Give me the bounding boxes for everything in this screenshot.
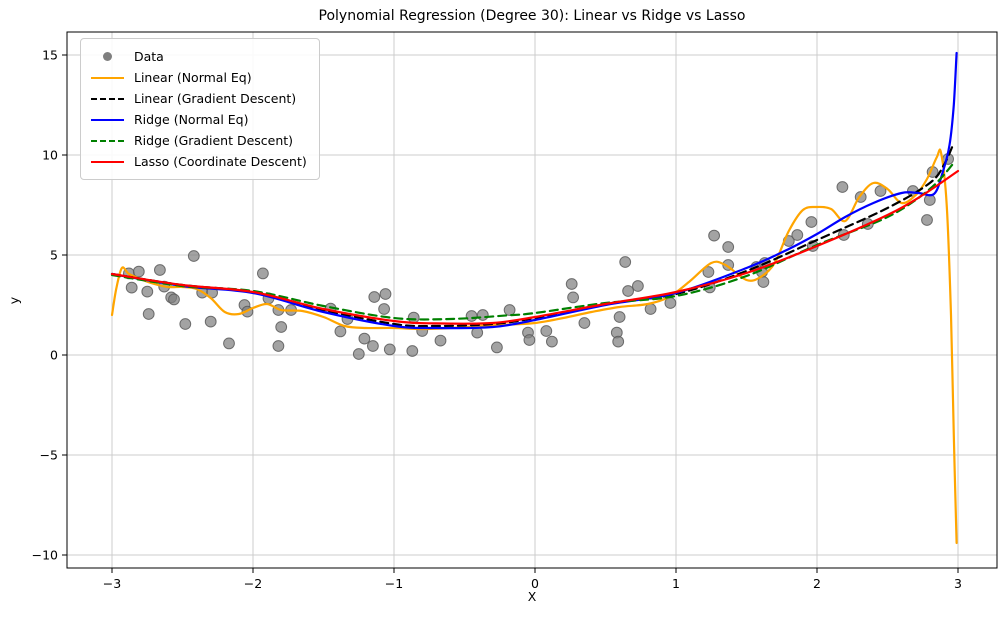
scatter-point (257, 267, 269, 280)
scatter-point (476, 309, 489, 321)
scatter-point (619, 256, 632, 268)
scatter-point (923, 194, 936, 206)
scatter-point (523, 334, 536, 346)
x-tick-label: −3 (103, 576, 121, 591)
scatter-point (702, 266, 715, 278)
scatter-point (379, 288, 392, 300)
y-tick-label: 5 (50, 248, 58, 263)
scatter-point (352, 348, 365, 360)
scatter-point (368, 291, 381, 303)
scatter-point (407, 311, 420, 324)
scatter-point (491, 341, 503, 354)
curve-ridge-gradient-descent (110, 161, 955, 321)
x-tick-label: 1 (672, 576, 680, 591)
legend-label: Ridge (Gradient Descent) (134, 133, 294, 148)
y-tick-label: −5 (40, 448, 58, 463)
scatter-point (154, 264, 166, 276)
line-sample-icon (91, 76, 124, 79)
line-sample-icon (91, 97, 124, 100)
scatter-point (142, 308, 155, 320)
y-tick-label: 0 (50, 348, 58, 363)
scatter-point (378, 303, 391, 315)
scatter-point (358, 332, 371, 345)
scatter-point (565, 278, 578, 290)
line-sample-icon (91, 118, 124, 121)
scatter-point (179, 318, 192, 330)
scatter-point (168, 293, 180, 306)
x-tick-label: 2 (813, 576, 821, 591)
scatter-point (223, 337, 235, 350)
x-axis-label: X (527, 589, 537, 604)
scatter-point (622, 285, 634, 297)
legend-label: Ridge (Normal Eq) (134, 112, 249, 127)
scatter-point (791, 229, 804, 241)
legend-label: Data (134, 49, 164, 64)
curve-ridge-normal-eq (110, 51, 958, 330)
scatter-point (406, 345, 419, 357)
x-tick-label: −2 (244, 576, 262, 591)
scatter-point (836, 181, 849, 193)
legend-label: Lasso (Coordinate Descent) (134, 154, 307, 169)
scatter-point (125, 281, 138, 294)
scatter-point (921, 214, 933, 226)
legend-entry-data: Data (91, 46, 307, 67)
legend-entry-linear-normal-eq: Linear (Normal Eq) (91, 67, 307, 88)
scatter-point (503, 304, 516, 316)
scatter-point (546, 335, 558, 348)
line-sample-icon (91, 139, 124, 142)
y-axis-label: y (6, 296, 22, 305)
legend-label: Linear (Normal Eq) (134, 70, 252, 85)
y-tick-label: 15 (42, 48, 58, 63)
scatter-point (272, 340, 285, 352)
curve-lasso-coordinate-descent (110, 169, 960, 325)
scatter-point (567, 291, 579, 304)
scatter-point (708, 229, 720, 242)
scatter-point (540, 325, 553, 337)
scatter-point (367, 340, 379, 352)
scatter-point (434, 334, 447, 347)
scatter-point (632, 280, 644, 292)
curve-linear-normal-eq (110, 148, 958, 545)
chart-title: Polynomial Regression (Degree 30): Linea… (318, 8, 746, 24)
scatter-point (465, 310, 478, 322)
legend: Data Linear (Normal Eq) Linear (Gradient… (80, 38, 320, 180)
legend-entry-ridge-gradient-descent: Ridge (Gradient Descent) (91, 130, 307, 151)
plot-border (66, 31, 998, 569)
legend-entry-linear-gradient-descent: Linear (Gradient Descent) (91, 88, 307, 109)
x-tick-label: 3 (954, 576, 962, 591)
legend-label: Linear (Gradient Descent) (134, 91, 297, 106)
legend-entry-lasso-coordinate-descent: Lasso (Coordinate Descent) (91, 151, 307, 172)
scatter-point (204, 315, 217, 328)
scatter-point (132, 265, 145, 278)
line-sample-icon (91, 160, 124, 163)
data-marker-icon (91, 52, 124, 61)
x-tick-label: 0 (531, 576, 539, 591)
scatter-point (383, 343, 396, 356)
scatter-point (275, 321, 288, 333)
scatter-point (187, 250, 200, 262)
scatter-point (578, 317, 591, 329)
scatter-point (757, 276, 770, 288)
x-tick-label: −1 (385, 576, 403, 591)
y-tick-label: −10 (32, 548, 58, 563)
scatter-point (612, 335, 625, 348)
scatter-point (334, 325, 347, 338)
y-tick-label: 10 (42, 148, 58, 163)
scatter-point (722, 241, 735, 253)
scatter-point (613, 311, 626, 323)
scatter-point (805, 216, 818, 228)
legend-entry-ridge-normal-eq: Ridge (Normal Eq) (91, 109, 307, 130)
scatter-point (141, 285, 154, 298)
